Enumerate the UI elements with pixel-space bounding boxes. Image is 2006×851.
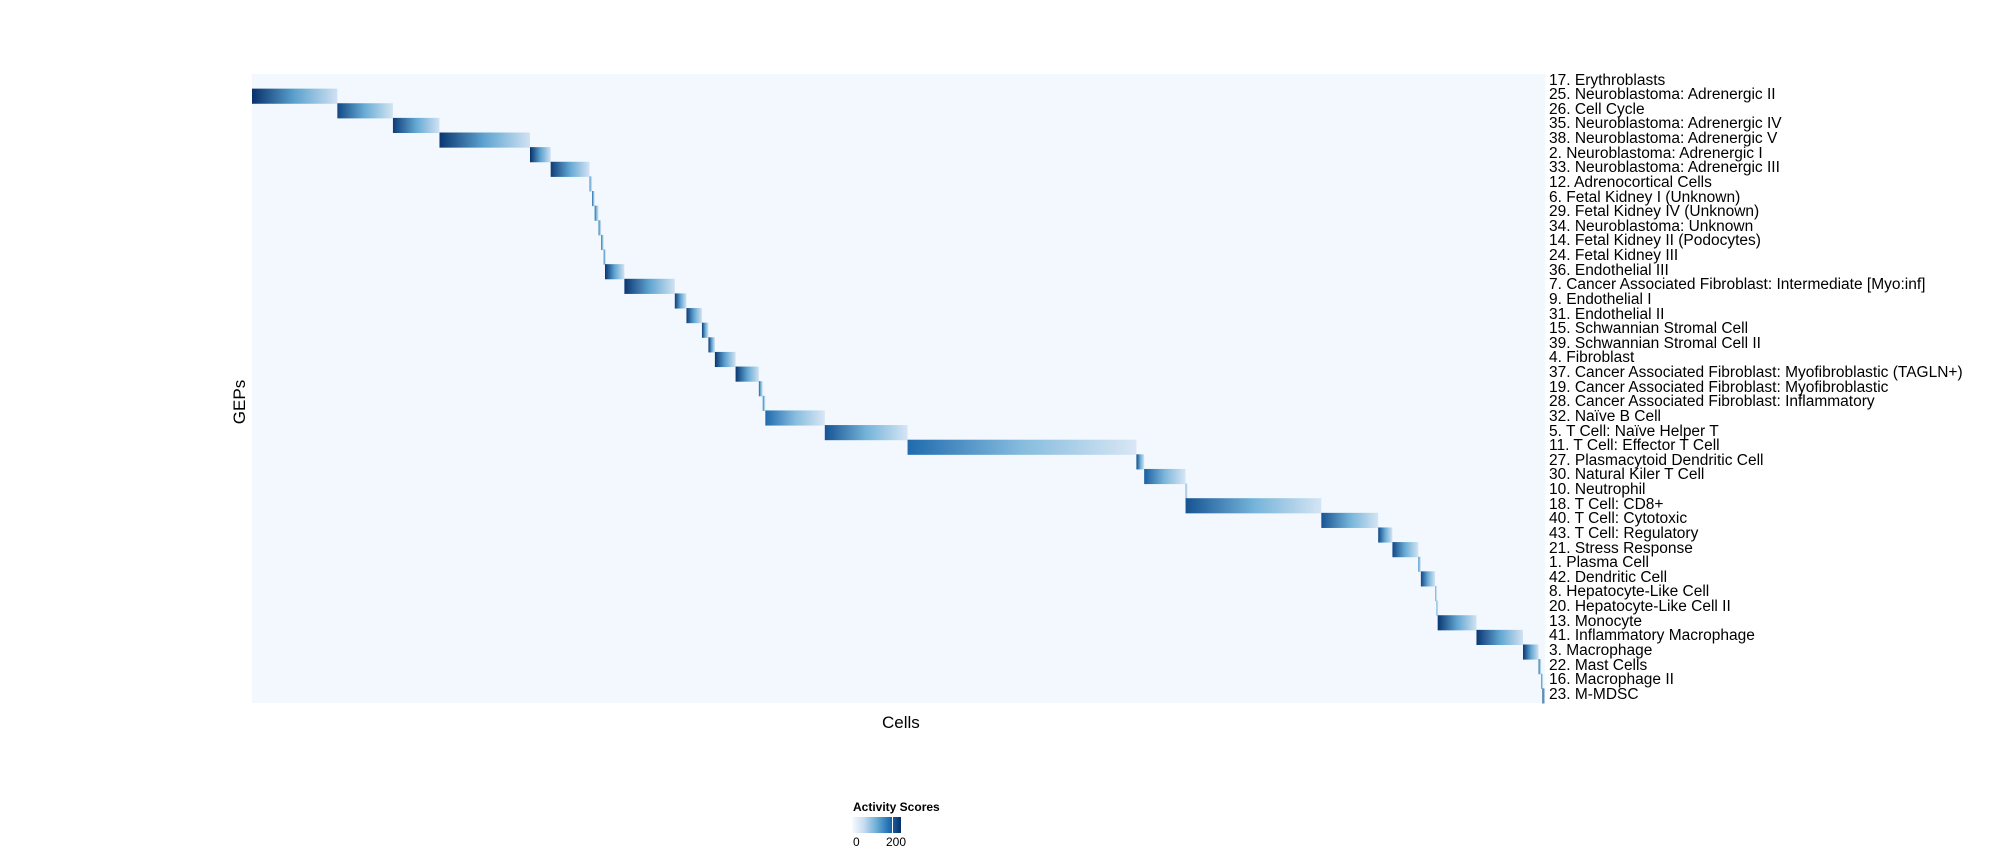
gep-row-label: 16. Macrophage II <box>1549 671 1674 689</box>
gep-row-label: 9. Endothelial I <box>1549 290 1652 308</box>
gep-row-label: 38. Neuroblastoma: Adrenergic V <box>1549 130 1778 147</box>
heatmap-block <box>824 425 908 441</box>
gep-row-label: 13. Monocyte <box>1549 612 1643 630</box>
heatmap-block <box>1136 454 1145 470</box>
heatmap-background <box>252 74 1545 703</box>
heatmap-block <box>601 234 604 251</box>
gep-row-label: 5. T Cell: Naïve Helper T <box>1549 422 1719 440</box>
gep-row-label: 20. Hepatocyte-Like Cell II <box>1549 598 1731 616</box>
heatmap-block <box>714 351 736 368</box>
heatmap-block <box>337 103 393 119</box>
gep-row-label: 3. Macrophage <box>1549 641 1653 659</box>
gep-row-label: 28. Cancer Associated Fibroblast: Inflam… <box>1549 393 1875 411</box>
heatmap-block <box>674 293 687 309</box>
heatmap-block <box>594 205 599 221</box>
gep-row-label: 11. T Cell: Effector T Cell <box>1549 437 1720 455</box>
gep-row-label: 32. Naïve B Cell <box>1549 407 1661 425</box>
heatmap-block <box>529 147 551 163</box>
gep-row-label: 19. Cancer Associated Fibroblast: Myofib… <box>1549 378 1889 396</box>
heatmap-block <box>439 132 530 148</box>
heatmap-block <box>1436 600 1439 616</box>
gep-row-label: 29. Fetal Kidney IV (Unknown) <box>1549 203 1760 221</box>
heatmap-block <box>758 381 763 397</box>
gep-row-label: 41. Inflammatory Macrophage <box>1549 627 1755 645</box>
gep-row-label: 22. Mast Cells <box>1549 656 1648 674</box>
heatmap-block <box>624 278 675 294</box>
heatmap-block <box>686 308 702 324</box>
heatmap-block <box>1392 542 1419 558</box>
heatmap-block <box>765 410 825 426</box>
heatmap-block <box>1542 688 1545 704</box>
heatmap-block <box>1435 585 1438 602</box>
heatmap-block <box>1523 644 1539 660</box>
heatmap-block <box>1418 556 1421 572</box>
gep-row-label: 7. Cancer Associated Fibroblast: Interme… <box>1549 276 1926 294</box>
heatmap-block <box>907 439 1137 455</box>
heatmap-block <box>592 191 595 207</box>
gep-row-label: 30. Natural Kiler T Cell <box>1549 466 1705 484</box>
gep-row-label: 25. Neuroblastoma: Adrenergic II <box>1549 86 1776 104</box>
gep-row-label: 26. Cell Cycle <box>1549 100 1645 118</box>
heatmap-block <box>252 74 254 90</box>
gep-row-label: 40. T Cell: Cytotoxic <box>1549 510 1688 528</box>
gep-row-label: 37. Cancer Associated Fibroblast: Myofib… <box>1549 364 1963 382</box>
heatmap-block <box>252 88 338 104</box>
heatmap-block <box>603 249 606 265</box>
gep-row-label: 36. Endothelial III <box>1549 261 1669 279</box>
gep-row-label: 24. Fetal Kidney III <box>1549 247 1679 265</box>
gep-row-label: 21. Stress Response <box>1549 539 1693 557</box>
gep-row-label: 4. Fibroblast <box>1549 349 1635 367</box>
gep-row-label: 33. Neuroblastoma: Adrenergic III <box>1549 159 1780 177</box>
heatmap-block <box>701 322 709 338</box>
gep-row-label: 35. Neuroblastoma: Adrenergic IV <box>1549 115 1782 133</box>
gep-row-label: 39. Schwannian Stromal Cell II <box>1549 334 1761 352</box>
x-axis-label: Cells <box>882 713 920 732</box>
heatmap-block <box>1476 629 1524 645</box>
gep-row-label: 2. Neuroblastoma: Adrenergic I <box>1549 144 1763 162</box>
heatmap-block <box>708 337 715 353</box>
gep-row-label: 23. M-MDSC <box>1549 685 1639 703</box>
legend-tick-label-max: 200 <box>886 835 907 849</box>
heatmap-block <box>589 176 593 192</box>
gep-row-label: 15. Schwannian Stromal Cell <box>1549 320 1749 338</box>
heatmap-block <box>1541 673 1544 689</box>
heatmap-block <box>1185 483 1188 499</box>
gep-row-label: 1. Plasma Cell <box>1549 554 1649 572</box>
gep-row-label: 43. T Cell: Regulatory <box>1549 524 1699 542</box>
heatmap-block <box>1420 571 1436 587</box>
gep-row-label: 42. Dendritic Cell <box>1549 568 1668 586</box>
heatmap-block <box>604 264 625 280</box>
legend-colorbar <box>852 817 901 833</box>
legend-tick <box>892 817 893 833</box>
heatmap-block <box>1437 615 1477 631</box>
y-axis-label: GEPs <box>230 379 250 425</box>
legend-title: Activity Scores <box>853 800 940 814</box>
gep-row-label: 27. Plasmacytoid Dendritic Cell <box>1549 451 1764 469</box>
heatmap-block <box>735 366 759 382</box>
heatmap-block <box>392 117 440 134</box>
gep-row-label: 34. Neuroblastoma: Unknown <box>1549 217 1754 235</box>
gep-row-label: 14. Fetal Kidney II (Podocytes) <box>1549 232 1761 250</box>
gep-row-label: 8. Hepatocyte-Like Cell <box>1549 583 1710 601</box>
gep-row-label: 12. Adrenocortical Cells <box>1549 173 1712 191</box>
heatmap-block <box>550 161 590 177</box>
gep-row-label: 18. T Cell: CD8+ <box>1549 495 1664 513</box>
gep-row-label: 31. Endothelial II <box>1549 305 1665 323</box>
legend-tick-label-min: 0 <box>853 835 860 849</box>
gep-row-label: 10. Neutrophil <box>1549 481 1646 499</box>
heatmap-block <box>598 220 602 236</box>
heatmap-block <box>1321 512 1379 528</box>
heatmap-block <box>762 395 766 411</box>
heatmap-block <box>1185 498 1322 514</box>
gep-row-label: 6. Fetal Kidney I (Unknown) <box>1549 188 1741 206</box>
gep-row-label: 17. Erythroblasts <box>1549 71 1666 89</box>
heatmap-block <box>1378 527 1393 543</box>
heatmap-block <box>1538 659 1542 675</box>
heatmap-block <box>1144 468 1186 485</box>
